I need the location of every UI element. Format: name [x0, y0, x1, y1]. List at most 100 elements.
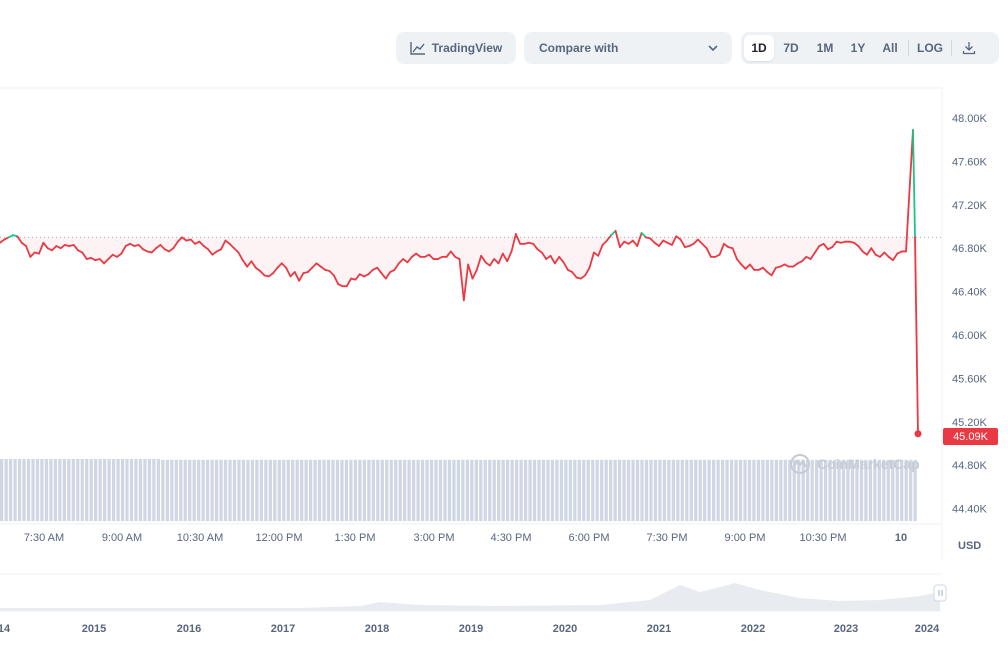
price-segment	[259, 270, 266, 277]
price-segment	[731, 247, 738, 260]
volume-bar	[631, 459, 635, 521]
y-tick-label: 45.20K	[952, 417, 988, 429]
price-segment	[246, 260, 253, 268]
volume-bar	[465, 459, 469, 521]
log-scale-button[interactable]: LOG	[917, 41, 943, 55]
volume-bar	[58, 459, 62, 521]
volume-bar	[792, 459, 796, 521]
price-segment	[514, 233, 522, 245]
price-segment	[298, 272, 305, 282]
y-axis-ticks: 48.00K 47.60K 47.20K 46.80K 46.40K 46.00K 45.6…	[952, 113, 988, 516]
volume-bar	[291, 459, 295, 521]
price-segment	[480, 254, 487, 264]
line-chart-icon	[410, 42, 425, 55]
volume-bar	[720, 459, 725, 521]
volume-bar	[752, 459, 756, 521]
volume-bar	[877, 459, 881, 521]
volume-bar	[716, 459, 720, 521]
price-segment	[228, 242, 235, 250]
y-tick-label: 47.20K	[952, 200, 988, 212]
volume-bar	[49, 459, 53, 521]
volume-bar	[815, 459, 819, 521]
navigator-tick-label: 2024	[915, 623, 940, 635]
price-segment	[189, 238, 196, 245]
download-button[interactable]	[954, 35, 984, 61]
volume-bar	[658, 459, 662, 521]
price-segment	[614, 229, 621, 249]
volume-bar	[779, 459, 783, 521]
volume-bar	[237, 459, 241, 521]
volume-bar	[613, 459, 617, 521]
price-segment	[649, 237, 656, 244]
volume-bar	[698, 459, 702, 521]
compare-with-dropdown[interactable]: Compare with	[524, 32, 732, 64]
range-1y-button[interactable]: 1Y	[850, 41, 866, 55]
volume-bar	[120, 459, 125, 521]
price-segment	[176, 236, 183, 243]
x-tick-label: 10:30 PM	[799, 532, 846, 544]
y-tick-label: 44.40K	[952, 504, 988, 516]
price-segment	[20, 241, 27, 247]
tradingview-button[interactable]: TradingView	[396, 32, 516, 64]
volume-bar	[313, 459, 317, 521]
volume-bar	[756, 459, 761, 521]
price-segment	[597, 244, 604, 257]
price-segment	[306, 266, 314, 273]
volume-bar	[734, 459, 738, 521]
price-segment	[289, 271, 296, 278]
volume-bar	[107, 459, 111, 521]
price-segment	[168, 247, 175, 253]
price-segment	[792, 262, 799, 268]
price-segment	[653, 241, 660, 247]
price-segment	[671, 235, 678, 246]
volume-bar	[367, 459, 371, 521]
volume-bar	[13, 459, 17, 521]
volume-bar	[873, 459, 877, 521]
volume-bar	[362, 459, 366, 521]
volume-bar	[855, 459, 859, 521]
volume-bar	[609, 459, 613, 521]
volume-bar	[797, 459, 801, 521]
volume-bar	[250, 459, 255, 521]
volume-bar	[300, 459, 304, 521]
volume-bar	[353, 459, 358, 521]
volume-bar	[689, 459, 693, 521]
last-price-dot	[914, 430, 922, 438]
price-segment	[345, 277, 353, 288]
price-segment	[549, 254, 556, 265]
volume-bar	[622, 459, 626, 521]
volume-bar	[344, 459, 349, 521]
volume-bar	[438, 459, 443, 521]
volume-bar	[443, 459, 447, 521]
range-1m-button[interactable]: 1M	[816, 41, 834, 55]
chart-grid	[0, 87, 943, 560]
price-segment	[532, 242, 539, 251]
price-segment	[467, 263, 474, 280]
volume-bar	[456, 459, 461, 521]
volume-bar	[308, 459, 313, 521]
volume-bar	[626, 459, 631, 521]
range-all-button[interactable]: All	[882, 41, 898, 55]
volume-bar	[891, 459, 895, 521]
volume-bar	[488, 459, 492, 521]
volume-bar	[385, 459, 389, 521]
volume-bar	[506, 459, 510, 521]
price-segment	[397, 258, 405, 265]
price-segment	[866, 247, 873, 256]
volume-bar	[371, 459, 375, 521]
price-segment	[254, 266, 262, 272]
volume-bar	[403, 459, 407, 521]
volume-bar	[653, 459, 658, 521]
price-segment	[16, 235, 23, 244]
price-segment	[553, 255, 561, 265]
volume-bar	[738, 459, 743, 521]
price-segment	[103, 258, 110, 265]
price-segment	[150, 247, 157, 254]
volume-bar	[649, 459, 653, 521]
volume-bar	[479, 459, 483, 521]
volume-bar	[282, 459, 286, 521]
range-7d-button[interactable]: 7D	[783, 41, 799, 55]
price-segment	[636, 232, 643, 247]
range-1d-button[interactable]: 1D	[744, 35, 774, 61]
